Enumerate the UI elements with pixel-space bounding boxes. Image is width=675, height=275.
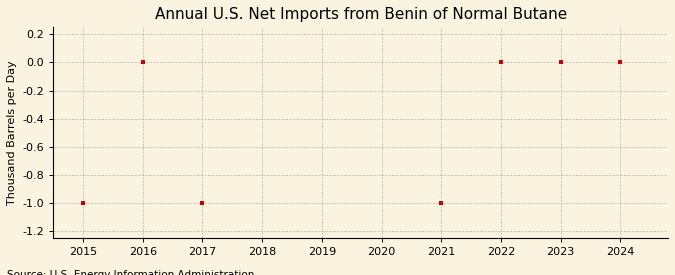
Point: [197, 201, 208, 205]
Point: [138, 60, 148, 65]
Point: [495, 60, 506, 65]
Point: [615, 60, 626, 65]
Point: [436, 201, 447, 205]
Title: Annual U.S. Net Imports from Benin of Normal Butane: Annual U.S. Net Imports from Benin of No…: [155, 7, 567, 22]
Point: [556, 60, 566, 65]
Y-axis label: Thousand Barrels per Day: Thousand Barrels per Day: [7, 60, 17, 205]
Point: [78, 201, 88, 205]
Text: Source: U.S. Energy Information Administration: Source: U.S. Energy Information Administ…: [7, 271, 254, 275]
